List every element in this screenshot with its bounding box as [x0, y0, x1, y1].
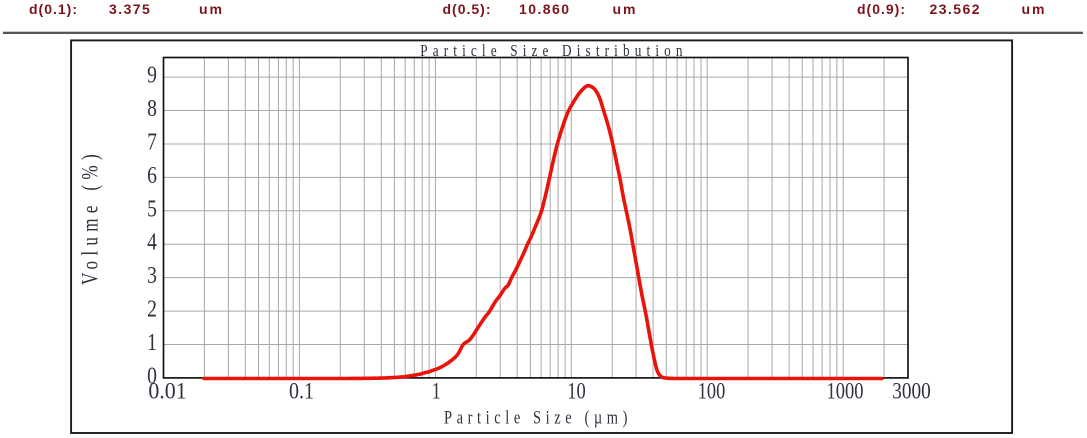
svg-text:Particle Size (µm): Particle Size (µm) [444, 409, 632, 429]
svg-text:100: 100 [698, 379, 726, 404]
svg-text:7: 7 [147, 130, 157, 156]
svg-text:3: 3 [147, 263, 157, 289]
svg-text:9: 9 [147, 63, 157, 89]
svg-text:10: 10 [567, 379, 586, 404]
svg-text:0.01: 0.01 [148, 379, 186, 404]
svg-text:0.1: 0.1 [289, 379, 314, 404]
svg-text:Particle Size Distribution: Particle Size Distribution [420, 41, 688, 60]
svg-text:1: 1 [147, 330, 157, 356]
svg-text:1: 1 [432, 379, 441, 404]
svg-text:8: 8 [147, 96, 157, 122]
svg-text:1000: 1000 [827, 379, 864, 404]
svg-text:2: 2 [147, 297, 157, 323]
svg-text:4: 4 [147, 230, 157, 256]
svg-text:6: 6 [147, 163, 157, 189]
svg-text:5: 5 [147, 196, 157, 222]
svg-text:3000: 3000 [892, 379, 931, 404]
svg-text:0: 0 [147, 363, 157, 389]
svg-text:Volume (%): Volume (%) [78, 149, 103, 285]
